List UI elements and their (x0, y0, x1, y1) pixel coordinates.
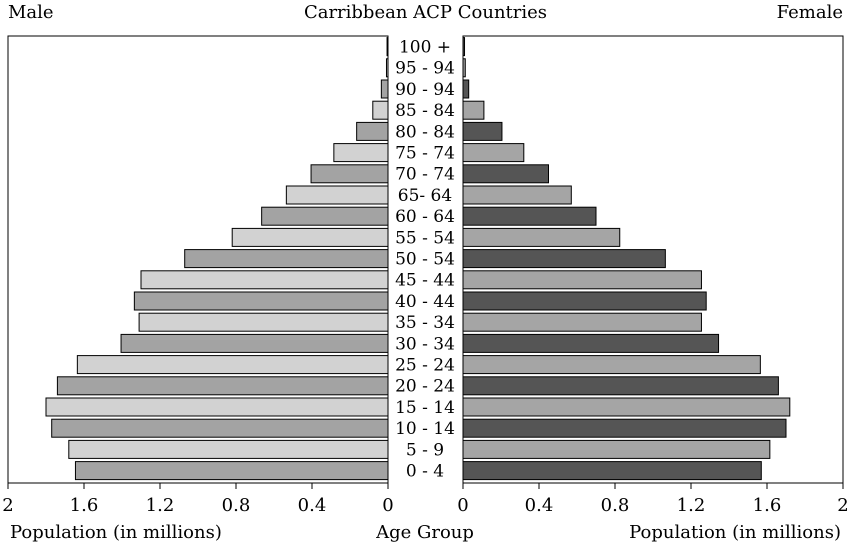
male-bar-12 (133, 291, 389, 311)
age-group-label: 25 - 24 (395, 356, 455, 376)
male-bar-13 (138, 312, 389, 332)
age-group-label: 0 - 4 (406, 462, 444, 482)
x-tick-label: 0.4 (298, 495, 327, 516)
age-group-label: 55 - 54 (395, 228, 455, 248)
female-bar-6 (462, 164, 549, 184)
female-label: Female (776, 2, 843, 23)
female-bar-14 (462, 333, 720, 353)
female-bar-15 (462, 355, 761, 375)
x-tick-label: 1.6 (70, 495, 99, 516)
age-group-label: 60 - 64 (395, 207, 455, 227)
age-group-label: 5 - 9 (406, 440, 444, 460)
female-bar-10 (462, 249, 666, 269)
x-axis-ticks: 2 1.6 1.2 0.8 0.4 0 0 0.4 0.8 1.2 1.6 2 (2, 483, 849, 516)
male-bar-2 (380, 79, 389, 99)
female-bar-13 (462, 312, 702, 332)
male-bar-18 (51, 418, 389, 438)
female-bar-4 (462, 121, 503, 141)
male-bar-3 (372, 100, 389, 120)
age-group-label: 90 - 94 (395, 80, 455, 100)
x-tick-label: 0.4 (525, 495, 554, 516)
x-tick-label: 1.6 (753, 495, 782, 516)
age-group-label: 95 - 94 (395, 59, 455, 79)
male-bar-14 (120, 333, 389, 353)
male-bar-0 (386, 37, 389, 57)
x-axis-label-right: Population (in millions) (629, 522, 841, 543)
male-bar-9 (231, 227, 389, 247)
age-group-label: 20 - 24 (395, 377, 455, 397)
x-tick-label: 0.8 (222, 495, 251, 516)
female-bar-8 (462, 206, 597, 226)
age-group-label: 15 - 14 (395, 398, 455, 418)
female-bar-16 (462, 376, 779, 396)
female-bar-0 (462, 37, 466, 57)
x-axis-label-center: Age Group (375, 522, 474, 543)
male-bars (45, 37, 389, 481)
age-group-label: 70 - 74 (395, 165, 455, 185)
x-tick-label: 1.2 (146, 495, 175, 516)
female-bar-12 (462, 291, 707, 311)
age-group-label: 80 - 84 (395, 122, 455, 142)
male-bar-5 (333, 143, 389, 163)
female-bar-18 (462, 418, 787, 438)
x-tick-label: 0.8 (601, 495, 630, 516)
age-group-label: 45 - 44 (395, 271, 455, 291)
age-group-label: 75 - 74 (395, 144, 455, 164)
female-bar-3 (462, 100, 485, 120)
male-bar-20 (74, 461, 389, 481)
x-tick-label: 0 (457, 495, 468, 516)
age-group-label: 35 - 34 (395, 313, 455, 333)
x-axis-label-left: Population (in millions) (10, 522, 222, 543)
male-bar-8 (261, 206, 389, 226)
male-bar-15 (76, 355, 389, 375)
chart-title: Carribbean ACP Countries (303, 2, 548, 23)
male-bar-6 (310, 164, 389, 184)
female-bar-9 (462, 227, 621, 247)
x-tick-label: 2 (837, 495, 848, 516)
female-bar-5 (462, 143, 525, 163)
male-label: Male (8, 2, 54, 23)
age-group-label: 40 - 44 (395, 292, 455, 312)
female-bar-20 (462, 461, 762, 481)
male-bar-7 (285, 185, 389, 205)
age-group-label: 10 - 14 (395, 419, 455, 439)
age-group-label: 30 - 34 (395, 334, 455, 354)
age-group-label: 50 - 54 (395, 250, 455, 270)
male-bar-17 (45, 397, 389, 417)
female-bar-11 (462, 270, 702, 290)
female-bar-2 (462, 79, 470, 99)
male-bar-16 (56, 376, 389, 396)
female-bar-17 (462, 397, 791, 417)
age-group-label: 65- 64 (398, 186, 452, 206)
age-group-label: 85 - 84 (395, 101, 455, 121)
female-bar-1 (462, 58, 466, 78)
female-bar-19 (462, 439, 771, 459)
male-bar-1 (385, 58, 389, 78)
male-bar-19 (68, 439, 389, 459)
female-bar-7 (462, 185, 572, 205)
x-tick-label: 1.2 (677, 495, 706, 516)
male-bar-4 (356, 121, 389, 141)
age-group-label: 100 + (399, 38, 451, 58)
x-tick-label: 0 (382, 495, 393, 516)
x-tick-label: 2 (2, 495, 13, 516)
male-bar-10 (184, 249, 389, 269)
male-bar-11 (140, 270, 389, 290)
female-bars (462, 37, 791, 481)
